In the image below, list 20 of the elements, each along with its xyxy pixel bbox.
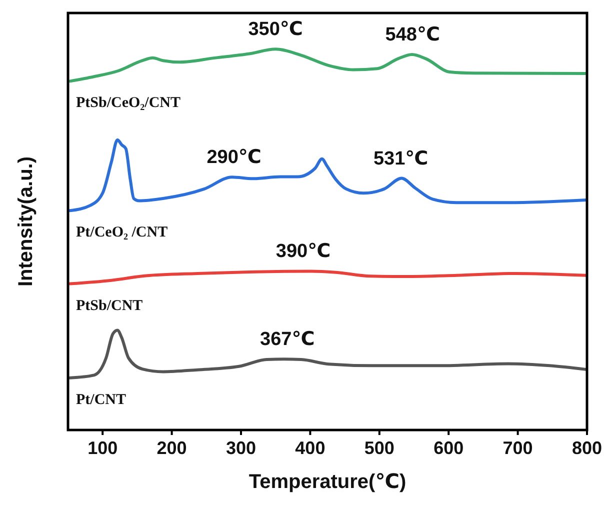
- x-tick-label: 700: [502, 438, 533, 458]
- x-tick-label: 500: [364, 438, 394, 458]
- series-label: Pt/CeO₂ /CNT: [76, 224, 168, 241]
- annotation: 367℃: [260, 329, 315, 350]
- annotation: 548℃: [385, 24, 440, 46]
- series-label: PtSb/CeO₂/CNT: [76, 95, 181, 112]
- series-label: PtSb/CNT: [76, 298, 143, 314]
- annotation: 531℃: [373, 148, 428, 170]
- series-label: Pt/CNT: [76, 392, 126, 408]
- annotation: 390℃: [276, 241, 331, 262]
- y-axis-title: Intensity(a.u.): [15, 156, 37, 287]
- x-tick-label: 300: [226, 438, 256, 458]
- x-tick-label: 400: [295, 438, 326, 458]
- x-tick-label: 800: [572, 438, 602, 458]
- x-tick-label: 600: [434, 438, 464, 458]
- x-tick-label: 200: [156, 438, 187, 458]
- annotation: 290℃: [206, 147, 262, 168]
- annotation: 350℃: [248, 19, 303, 40]
- x-axis-title: Temperature(℃): [248, 471, 406, 493]
- x-tick-label: 100: [88, 438, 118, 458]
